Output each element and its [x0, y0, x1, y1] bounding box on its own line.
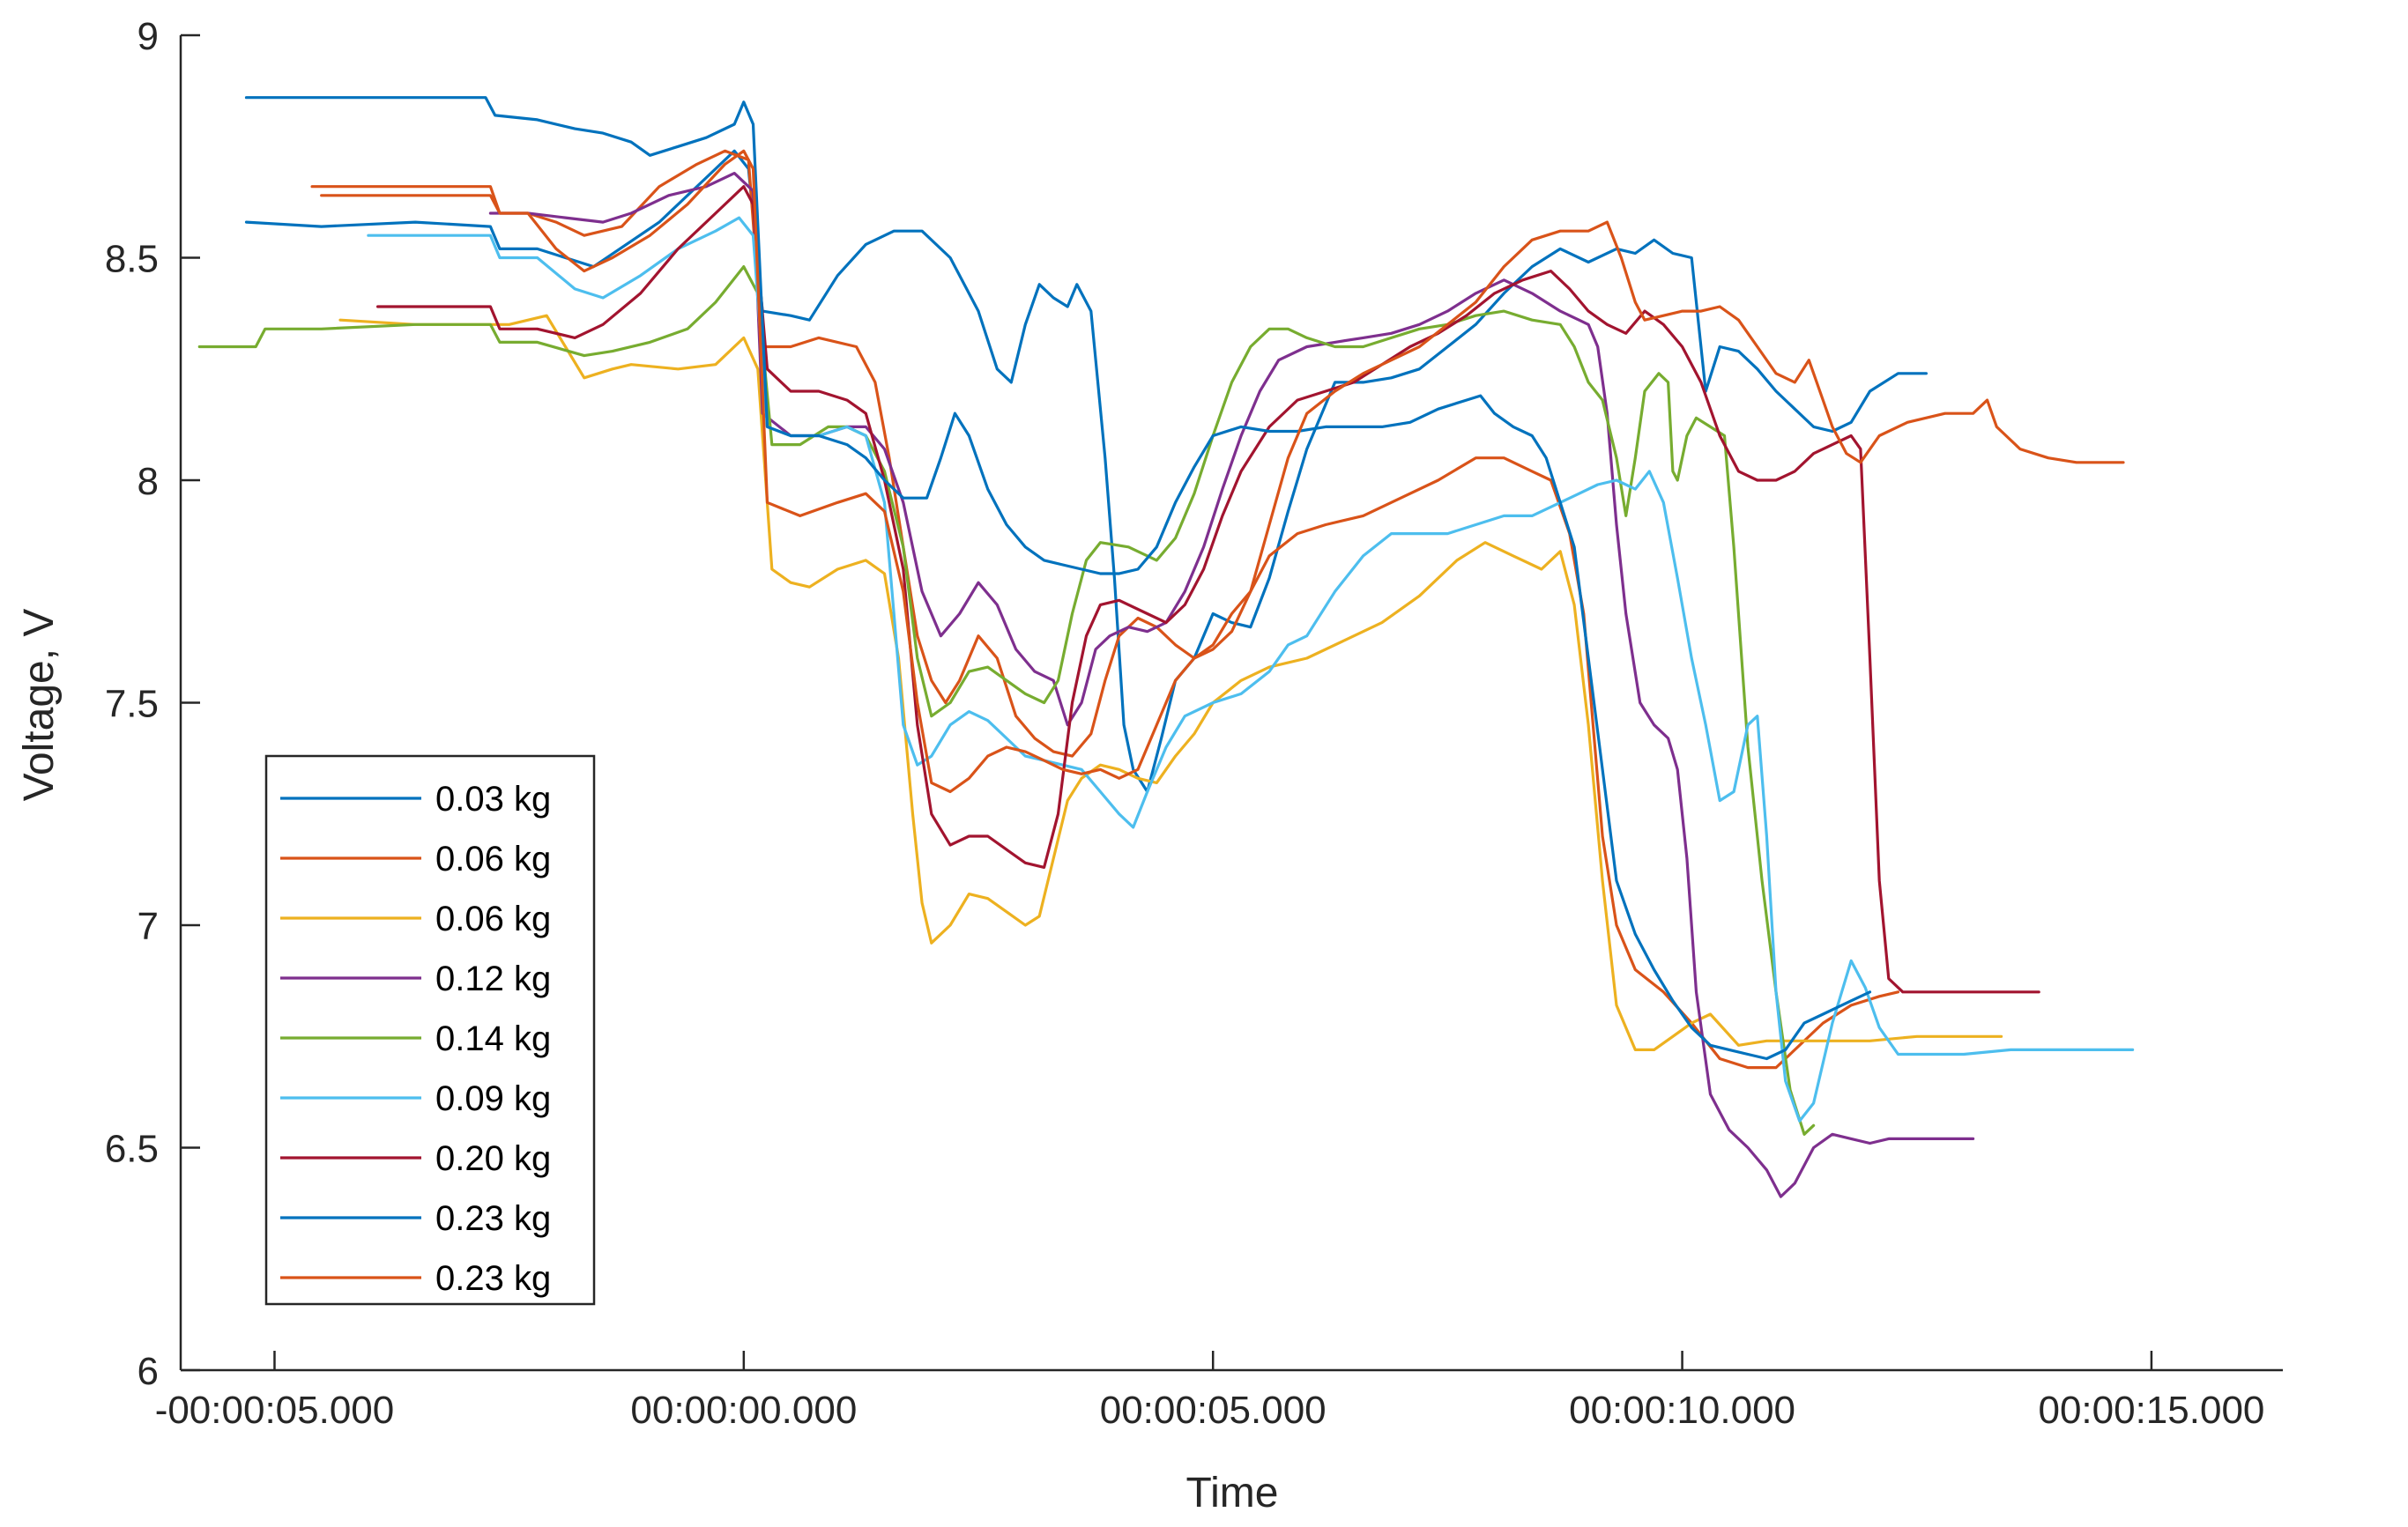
x-tick-label: 00:00:15.000 [2038, 1389, 2264, 1432]
y-tick-label: 6.5 [105, 1128, 159, 1171]
legend-box [264, 754, 596, 1306]
legend: 0.03 kg 0.06 kg 0.06 kg 0.12 kg 0.14 kg 0.09 … [264, 754, 596, 1306]
legend-label: 0.23 kg [435, 1199, 551, 1238]
y-axis-ticks: 6 6.5 7 7.5 8 8.5 9 [105, 15, 200, 1393]
legend-label: 0.14 kg [435, 1019, 551, 1058]
legend-label: 0.12 kg [435, 960, 551, 998]
x-tick-label: 00:00:05.000 [1100, 1389, 1327, 1432]
series-line-8 [244, 96, 1872, 1061]
y-tick-label: 9 [137, 15, 159, 58]
series-layer [197, 96, 2135, 1198]
legend-label: 0.03 kg [435, 780, 551, 819]
legend-label: 0.09 kg [435, 1079, 551, 1118]
x-tick-label: -00:00:05.000 [155, 1389, 395, 1432]
x-tick-label: 00:00:10.000 [1569, 1389, 1795, 1432]
y-tick-label: 8.5 [105, 238, 159, 281]
x-axis-label: Time [1186, 1470, 1279, 1516]
legend-label: 0.23 kg [435, 1259, 551, 1298]
legend-label: 0.06 kg [435, 840, 551, 878]
x-axis-ticks: -00:00:05.000 00:00:00.000 00:00:05.000 00:… [155, 1351, 2264, 1432]
x-tick-label: 00:00:00.000 [630, 1389, 857, 1432]
series-line-5 [197, 265, 1816, 1136]
series-line-2 [320, 149, 1900, 1070]
y-axis-label: Voltage, V [16, 609, 63, 802]
y-tick-label: 8 [137, 460, 159, 503]
series-line-6 [367, 216, 2135, 1123]
series-line-9 [310, 149, 2125, 794]
legend-label: 0.20 kg [435, 1139, 551, 1178]
series-line-7 [376, 185, 2040, 994]
y-tick-label: 7 [137, 905, 159, 948]
y-tick-label: 6 [137, 1350, 159, 1393]
legend-label: 0.06 kg [435, 900, 551, 938]
y-tick-label: 7.5 [105, 683, 159, 726]
